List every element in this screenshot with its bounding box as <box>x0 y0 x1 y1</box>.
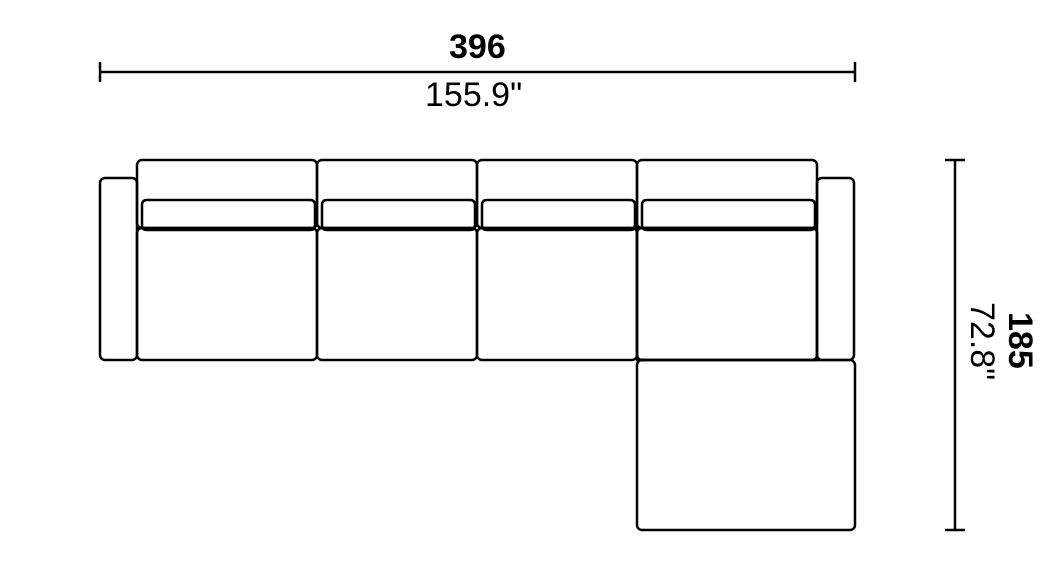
right-armrest <box>817 178 854 360</box>
chaise-upper-seat <box>637 228 817 360</box>
bolster-2 <box>322 200 475 230</box>
back-cushion-1 <box>137 160 317 228</box>
width-cm-label: 396 <box>449 28 506 67</box>
back-cushion-3 <box>477 160 637 228</box>
height-cm-label: 185 <box>1000 312 1039 369</box>
height-inches-label: 72.8" <box>962 302 1001 380</box>
bolster-1 <box>142 200 315 230</box>
bolster-3 <box>482 200 635 230</box>
seat-cushion-2 <box>317 228 477 360</box>
chaise-extension <box>637 360 855 530</box>
width-inches-label: 155.9" <box>425 76 522 115</box>
chaise-seat-top <box>637 228 817 360</box>
seat-cushion-3 <box>477 228 637 360</box>
back-cushion-2 <box>317 160 477 228</box>
back-cushion-4 <box>637 160 817 228</box>
seat-cushion-1 <box>137 228 317 360</box>
sofa-diagram <box>0 0 1060 586</box>
bolster-4 <box>642 200 815 230</box>
sofa-outline <box>100 160 855 530</box>
left-armrest <box>100 178 137 360</box>
